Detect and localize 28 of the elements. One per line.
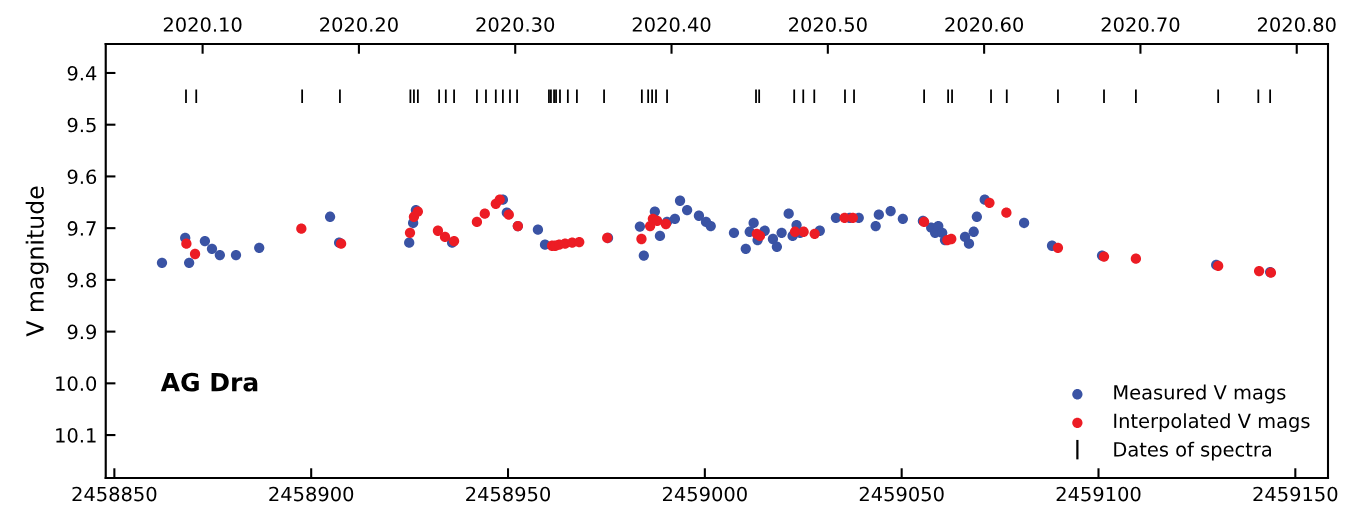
x-tick-label: 2459100	[1056, 486, 1141, 502]
y-tick-label: 9.9	[67, 324, 96, 340]
y-tick-label: 9.7	[67, 221, 96, 236]
legend-label: Dates of spectra	[1114, 441, 1271, 461]
x2-tick-label: 2020.40	[632, 17, 711, 32]
x2-tick-label: 2020.20	[320, 17, 398, 32]
x2-tick-label: 2020.10	[163, 17, 242, 32]
x2-tick-label: 2020.70	[1101, 17, 1180, 32]
y-tick-label: 9.4	[67, 65, 97, 81]
legend-label: Interpolated V mags	[1114, 413, 1310, 432]
y-tick-label: 10.0	[56, 376, 97, 391]
legend-label: Measured V mags	[1114, 384, 1286, 404]
x2-tick-label: 2020.60	[945, 17, 1024, 32]
y-axis-title: V magnitude	[25, 186, 49, 337]
x2-tick-label: 2020.80	[1257, 17, 1336, 32]
y-tick-label: 10.1	[56, 428, 96, 443]
x2-tick-label: 2020.50	[789, 17, 867, 32]
x-tick-label: 2458950	[466, 486, 551, 502]
y-tick-label: 9.5	[67, 117, 96, 133]
x-tick-label: 2459050	[859, 486, 944, 502]
x-tick-label: 2459000	[662, 486, 747, 502]
annotation: AG Dra	[160, 372, 258, 392]
y-tick-label: 9.8	[67, 272, 97, 288]
x2-tick-label: 2020.30	[476, 17, 555, 32]
x-tick-label: 2458850	[72, 486, 157, 502]
x-tick-label: 2458900	[269, 486, 354, 502]
y-tick-label: 9.6	[67, 169, 97, 185]
x-tick-label: 2459150	[1253, 486, 1338, 502]
